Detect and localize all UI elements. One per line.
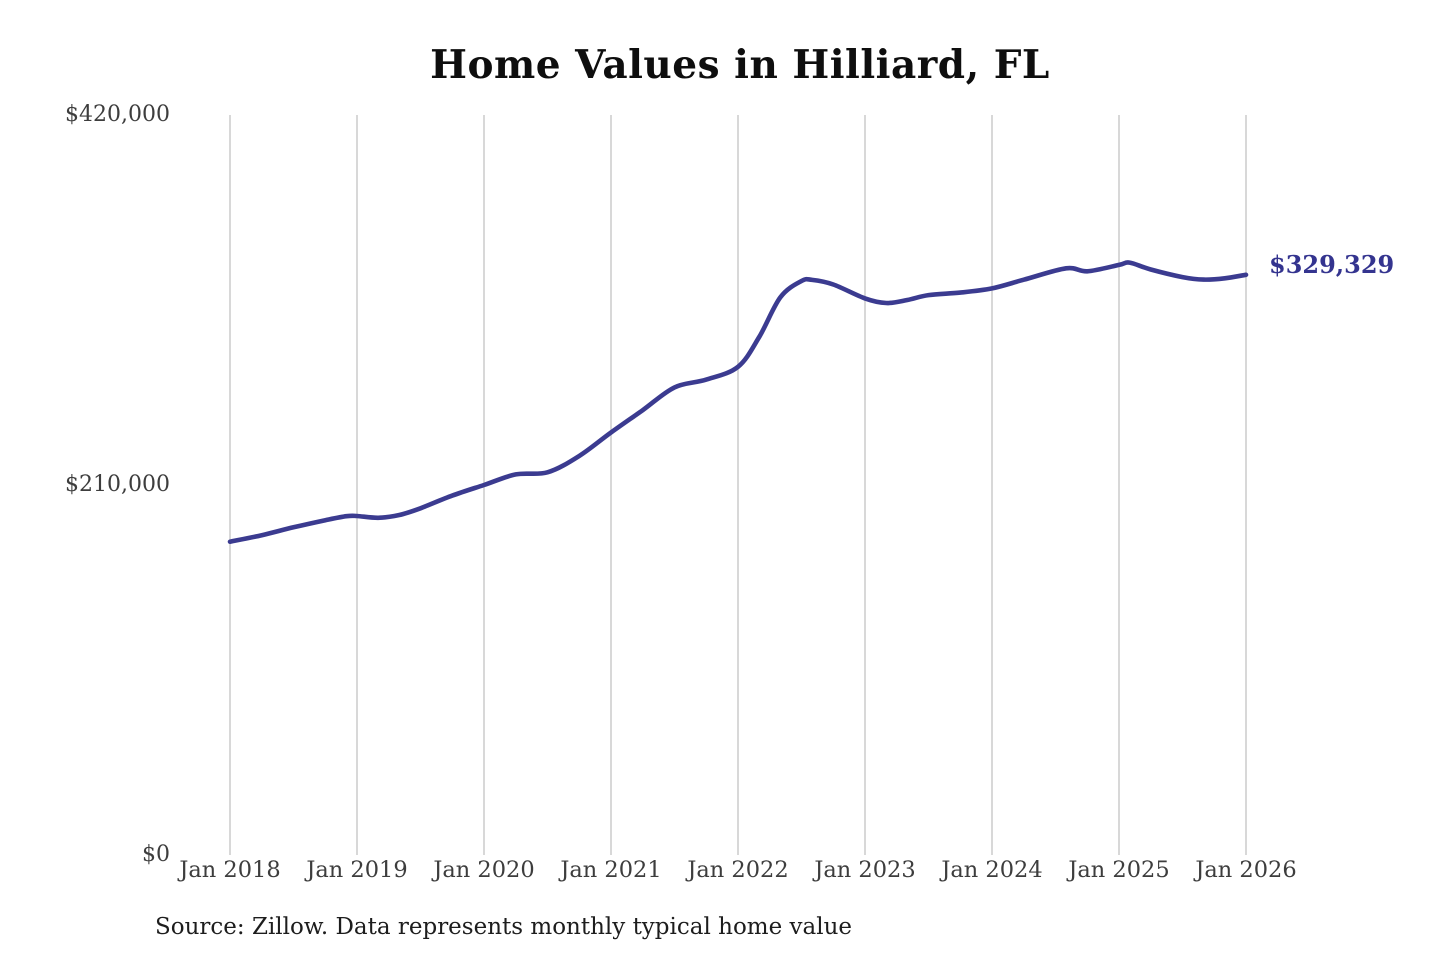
x-axis-tick-label: Jan 2025 [1068, 857, 1170, 883]
x-axis-tick-label: Jan 2021 [560, 857, 662, 883]
vertical-gridlines [229, 115, 1247, 855]
x-axis-tick-label: Jan 2020 [433, 857, 535, 883]
x-axis-tick-label: Jan 2023 [814, 857, 916, 883]
y-axis-tick-label: $0 [142, 842, 170, 867]
last-value-label: $329,329 [1269, 250, 1395, 279]
x-axis-tick-label: Jan 2022 [687, 857, 789, 883]
x-axis-tick-label: Jan 2019 [306, 857, 408, 883]
chart-title: Home Values in Hilliard, FL [430, 42, 1050, 88]
x-axis-tick-label: Jan 2026 [1195, 857, 1297, 883]
home-value-line-series [227, 260, 1249, 544]
y-axis-tick-label: $420,000 [65, 102, 170, 127]
x-axis-tick-label: Jan 2024 [941, 857, 1043, 883]
source-note: Source: Zillow. Data represents monthly … [155, 914, 853, 940]
x-axis-tick-label: Jan 2018 [179, 857, 281, 883]
y-axis-tick-label: $210,000 [65, 472, 170, 497]
